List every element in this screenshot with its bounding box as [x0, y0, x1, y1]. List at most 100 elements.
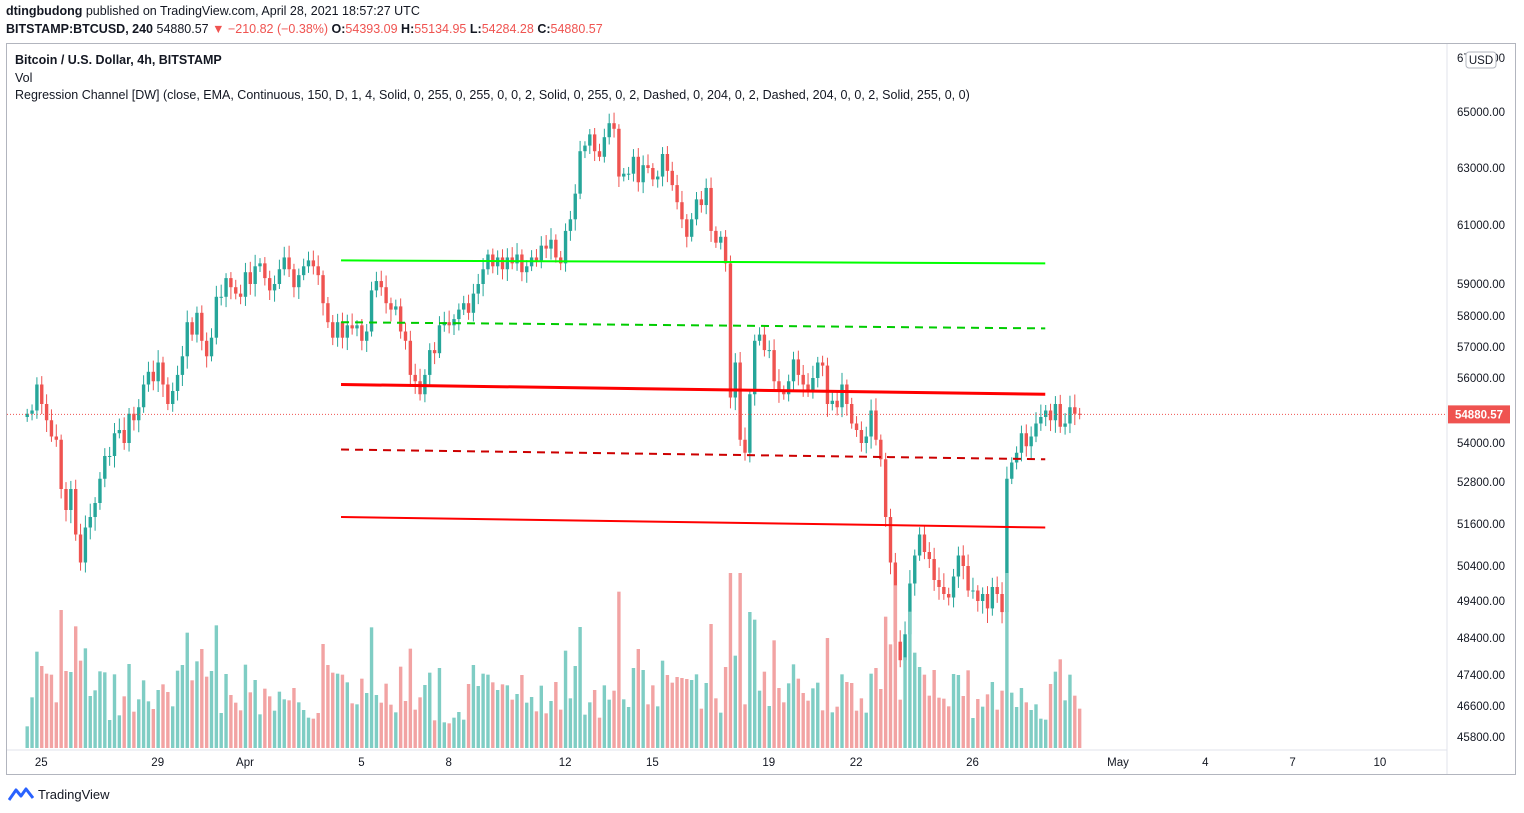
candle-body — [738, 362, 742, 440]
candle-body — [195, 312, 199, 335]
volume-bar — [913, 652, 917, 748]
candle-body — [689, 219, 694, 237]
candle-body — [976, 590, 980, 601]
candle-body — [777, 381, 781, 391]
volume-bar — [534, 711, 539, 748]
volume-bar — [704, 683, 708, 748]
candle-body — [437, 325, 442, 354]
open-value: 54393.09 — [345, 22, 398, 36]
volume-bar — [287, 700, 291, 748]
candle-body — [1039, 417, 1043, 424]
candle-body — [854, 423, 859, 430]
volume-bar — [486, 674, 490, 748]
candle-body — [466, 303, 471, 313]
candle-body — [811, 378, 815, 391]
candle-body — [554, 239, 558, 258]
y-tick-label: 50400.00 — [1457, 561, 1505, 573]
candle-body — [476, 284, 480, 294]
candle-body — [1058, 404, 1062, 427]
candle-body — [772, 350, 776, 382]
candle-body — [791, 359, 796, 382]
candle-body — [127, 413, 131, 443]
x-tick-label: 5 — [358, 757, 364, 769]
volume-bar — [980, 706, 985, 748]
y-tick-label: 51600.00 — [1457, 519, 1505, 531]
volume-bar — [340, 674, 345, 748]
volume-bar — [112, 674, 117, 748]
candle-body — [326, 303, 330, 323]
volume-bar — [297, 702, 301, 748]
volume-bar — [869, 673, 873, 748]
candle-body — [321, 275, 325, 304]
volume-bar — [365, 693, 369, 748]
volume-bar — [93, 690, 97, 748]
volume-bar — [74, 626, 78, 748]
candle-body — [1063, 423, 1067, 427]
candle-body — [185, 322, 189, 357]
volume-bar — [151, 709, 155, 748]
candle-body — [360, 325, 364, 341]
candle-body — [214, 296, 219, 338]
candle-body — [617, 128, 621, 177]
volume-bar — [1034, 704, 1038, 748]
candle-body — [1000, 594, 1004, 613]
regression-line — [341, 448, 1046, 461]
author-name[interactable]: dtingbudong — [6, 4, 83, 18]
volume-bar — [588, 702, 592, 748]
candle-body — [219, 296, 223, 298]
candle-body — [54, 436, 58, 440]
candle-body — [704, 187, 708, 206]
candle-body — [767, 350, 771, 352]
y-tick-label: 54000.00 — [1457, 438, 1505, 450]
volume-bar — [525, 702, 529, 748]
candle-body — [709, 187, 713, 231]
volume-bar — [879, 689, 883, 748]
candle-body — [432, 350, 437, 354]
volume-bar — [947, 706, 951, 748]
candle-body — [156, 362, 160, 382]
volume-bar — [268, 696, 272, 748]
volume-bar — [214, 625, 219, 748]
volume-bar — [209, 671, 214, 748]
candle-body — [263, 263, 267, 279]
candle-body — [660, 154, 665, 177]
candle-body — [515, 254, 519, 264]
candle-body — [728, 263, 733, 398]
candle-body — [592, 134, 597, 152]
volume-bar — [762, 671, 767, 748]
volume-bar — [685, 679, 689, 748]
candle-body — [719, 236, 723, 243]
volume-bar — [927, 695, 931, 748]
candle-body — [665, 154, 670, 171]
volume-bar — [971, 718, 975, 748]
candle-body — [670, 170, 674, 186]
y-tick-label: 65000.00 — [1457, 107, 1505, 119]
candle-body — [743, 439, 747, 453]
volume-bar — [864, 712, 868, 748]
x-tick-label: 4 — [1202, 757, 1209, 769]
volume-bar — [500, 684, 505, 748]
volume-bar — [626, 707, 631, 748]
candle-body — [578, 151, 582, 194]
volume-bar — [607, 699, 611, 748]
volume-bar — [850, 683, 854, 748]
candle-body — [782, 391, 786, 395]
volume-bar — [689, 680, 694, 748]
candle-body — [282, 257, 286, 270]
volume-bar — [398, 666, 403, 748]
candle-body — [583, 145, 587, 152]
volume-bar — [515, 694, 519, 748]
x-tick-label: 7 — [1289, 757, 1295, 769]
volume-bar — [175, 670, 180, 748]
candle-body — [59, 439, 63, 489]
candle-body — [389, 303, 393, 310]
candle-body — [879, 439, 883, 460]
candle-body — [355, 325, 359, 329]
candle-body — [428, 350, 432, 375]
y-tick-label: 48400.00 — [1457, 633, 1505, 645]
footer-brand[interactable]: TradingView — [8, 786, 110, 802]
volume-bar — [1048, 684, 1053, 748]
last-price-label: 54880.57 — [1455, 409, 1503, 421]
candle-body — [796, 359, 801, 375]
